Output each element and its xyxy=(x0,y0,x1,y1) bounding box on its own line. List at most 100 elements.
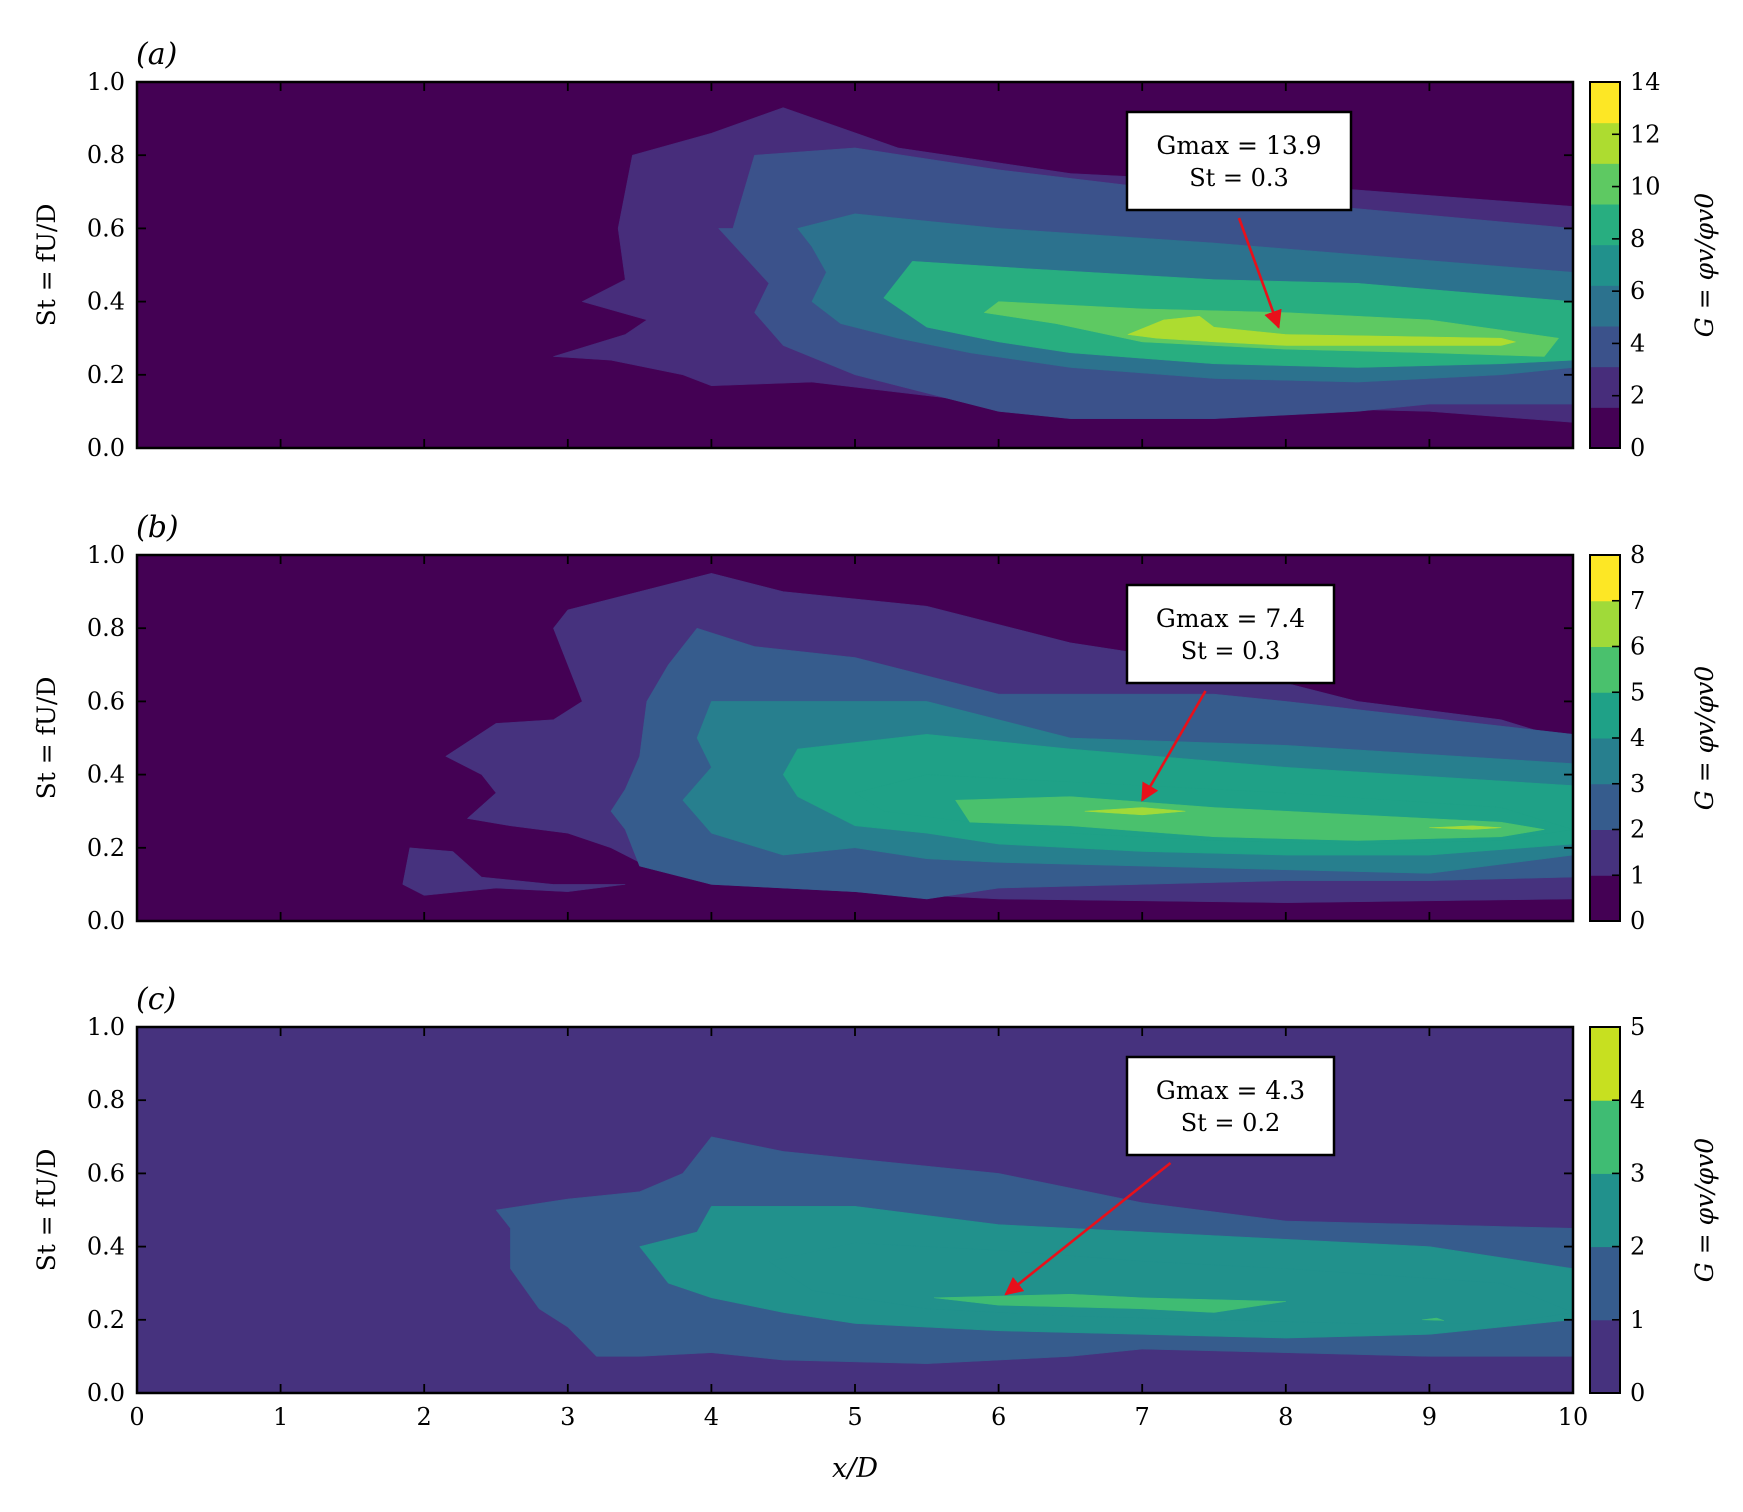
y-tick-label: 0.4 xyxy=(87,288,125,316)
x-tick-label: 8 xyxy=(1278,1403,1293,1431)
colorbar-tick-label: 3 xyxy=(1630,770,1645,798)
y-tick-label: 1.0 xyxy=(87,1013,125,1041)
annotation-box xyxy=(1125,110,1353,212)
colorbar-segment xyxy=(1590,1173,1620,1248)
colorbar-segment xyxy=(1590,366,1620,408)
x-tick-label: 9 xyxy=(1422,1403,1437,1431)
colorbar-segment xyxy=(1590,82,1620,124)
annotation-box xyxy=(1125,583,1336,685)
colorbar-frame xyxy=(1589,81,1621,449)
y-tick-label: 0.0 xyxy=(87,1379,125,1407)
colorbar-segment xyxy=(1590,326,1620,368)
colorbar-segment xyxy=(1590,122,1620,164)
contour-level-7 xyxy=(1429,825,1502,830)
colorbar-tick-label: 0 xyxy=(1630,907,1645,935)
colorbar-tick-label: 0 xyxy=(1630,434,1645,462)
colorbar-tick-label: 6 xyxy=(1630,633,1645,661)
colorbar-tick-label: 4 xyxy=(1630,724,1645,752)
x-tick-label: 5 xyxy=(847,1403,862,1431)
y-axis-label: St = fU/D xyxy=(32,1149,61,1272)
colorbar-segment xyxy=(1590,163,1620,205)
annotation-box xyxy=(1125,1055,1336,1157)
annotation-gmax: Gmax = 13.9 xyxy=(1156,131,1321,160)
colorbar-tick-label: 12 xyxy=(1630,120,1661,148)
colorbar-tick-label: 1 xyxy=(1630,1306,1645,1334)
annotation-arrow xyxy=(1237,217,1282,329)
x-tick-label: 7 xyxy=(1135,1403,1150,1431)
panel-label: (b) xyxy=(136,510,179,545)
x-tick-label: 1 xyxy=(273,1403,288,1431)
y-tick-label: 0.4 xyxy=(87,1233,125,1261)
colorbar-tick-label: 8 xyxy=(1630,541,1645,569)
colorbar-segment xyxy=(1590,783,1620,830)
contours xyxy=(495,1136,1573,1364)
y-tick-label: 0.6 xyxy=(87,1159,125,1187)
colorbar-tick-label: 7 xyxy=(1630,587,1645,615)
colorbar-segment xyxy=(1590,407,1620,449)
colorbar-segment xyxy=(1590,600,1620,647)
y-tick-label: 0.2 xyxy=(87,1306,125,1334)
colorbar-tick-label: 4 xyxy=(1630,1086,1645,1114)
panel-label: (a) xyxy=(136,37,177,72)
colorbar-tick-label: 5 xyxy=(1630,678,1645,706)
y-tick-label: 0.0 xyxy=(87,434,125,462)
colorbar-tick-label: 8 xyxy=(1630,225,1645,253)
colorbar-tick-label: 5 xyxy=(1630,1013,1645,1041)
y-tick-label: 0.8 xyxy=(87,1086,125,1114)
contour-level-1 xyxy=(402,847,626,896)
contour-level-12 xyxy=(1126,315,1516,346)
y-tick-label: 0.8 xyxy=(87,614,125,642)
colorbar-segment xyxy=(1590,1246,1620,1321)
colorbar-label: G = φv/φv0 xyxy=(1690,666,1719,810)
colorbar-segment xyxy=(1590,555,1620,602)
annotation-gmax: Gmax = 4.3 xyxy=(1156,1076,1305,1105)
colorbar-segment xyxy=(1590,875,1620,922)
x-tick-label: 3 xyxy=(560,1403,575,1431)
colorbar-segment xyxy=(1590,692,1620,739)
y-axis-label: St = fU/D xyxy=(32,677,61,800)
panel-0: 0.0 0.2 0.4 0.6 0.8 1.0 St = fU/D (a) 0 2 4 6 8 10 12 1… xyxy=(32,37,1719,462)
colorbar-tick-label: 2 xyxy=(1630,1233,1645,1261)
contour-level-6 xyxy=(955,796,1545,841)
contours xyxy=(553,107,1573,423)
x-tick-label: 4 xyxy=(704,1403,719,1431)
colorbar-tick-label: 1 xyxy=(1630,861,1645,889)
contour-level-4 xyxy=(1422,1317,1444,1321)
annotation-st: St = 0.3 xyxy=(1189,164,1289,192)
y-tick-label: 0.8 xyxy=(87,141,125,169)
y-tick-label: 0.2 xyxy=(87,361,125,389)
colorbar-segment xyxy=(1590,738,1620,785)
annotation-arrow xyxy=(1004,1161,1172,1296)
colorbar-tick-label: 2 xyxy=(1630,382,1645,410)
y-tick-label: 0.6 xyxy=(87,687,125,715)
y-axis-label: St = fU/D xyxy=(32,204,61,327)
colorbar-tick-label: 6 xyxy=(1630,277,1645,305)
colorbar-tick-label: 10 xyxy=(1630,173,1661,201)
x-tick-label: 2 xyxy=(417,1403,432,1431)
colorbar-segment xyxy=(1590,829,1620,876)
colorbar-tick-label: 4 xyxy=(1630,329,1645,357)
colorbar-tick-label: 14 xyxy=(1630,68,1661,96)
y-tick-label: 0.4 xyxy=(87,761,125,789)
colorbar-segment xyxy=(1590,285,1620,327)
colorbar-segment xyxy=(1590,1319,1620,1394)
colorbar-segment xyxy=(1590,1027,1620,1101)
x-axis-label: x/D xyxy=(832,1453,878,1484)
panel-1: 0.0 0.2 0.4 0.6 0.8 1.0 St = fU/D (b) 0 1 2 3 4 5 6 7 8 G… xyxy=(32,510,1719,935)
annotation-arrow xyxy=(1141,690,1207,802)
x-tick-label: 10 xyxy=(1558,1403,1589,1431)
annotation-gmax: Gmax = 7.4 xyxy=(1156,604,1305,633)
colorbar-label: G = φv/φv0 xyxy=(1690,1138,1719,1282)
colorbar-segment xyxy=(1590,244,1620,286)
y-tick-label: 1.0 xyxy=(87,68,125,96)
colorbar-tick-label: 0 xyxy=(1630,1379,1645,1407)
colorbar-tick-label: 3 xyxy=(1630,1159,1645,1187)
annotation-st: St = 0.3 xyxy=(1181,637,1281,665)
x-tick-label: 6 xyxy=(991,1403,1006,1431)
contour-level-4 xyxy=(933,1293,1286,1313)
colorbar-frame xyxy=(1589,1026,1621,1394)
colorbar-label: G = φv/φv0 xyxy=(1690,193,1719,337)
contour-level-7 xyxy=(1084,807,1186,816)
x-tick-label: 0 xyxy=(129,1403,144,1431)
